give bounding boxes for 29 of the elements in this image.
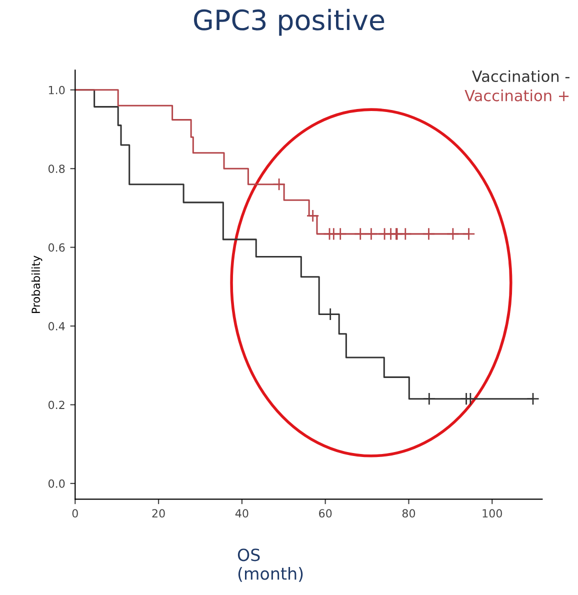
point (354, 227, 367, 240)
y-tick-label: 1.0 (48, 86, 65, 94)
x-tick-label: 80 (402, 509, 416, 518)
x-tick-label: 0 (72, 509, 78, 518)
y-axis-title: Probability (31, 256, 42, 313)
y-tick-label: 0.8 (48, 164, 65, 173)
point (422, 392, 436, 406)
point (306, 209, 320, 222)
point (526, 392, 540, 406)
point (422, 227, 436, 240)
y-tick-label: 0.2 (48, 400, 64, 410)
x-axis-title: OS (month) (238, 548, 303, 582)
text: Vaccination + (464, 90, 569, 102)
chart-title: GPC3 positive (194, 8, 384, 36)
point (398, 227, 412, 240)
x-tick-label: 60 (319, 509, 332, 518)
point (334, 227, 347, 240)
point (464, 392, 477, 406)
point (446, 227, 460, 240)
y-tick-label: 0.6 (48, 243, 65, 252)
point (272, 178, 286, 191)
y-tick-label: 0.4 (48, 322, 65, 330)
x-tick-label: 40 (235, 509, 248, 518)
point (364, 227, 378, 240)
text: Vaccination - (472, 70, 570, 82)
y-tick-label: 0.0 (48, 479, 65, 488)
x-tick-label: 20 (152, 509, 165, 518)
x-tick-label: 100 (482, 509, 502, 518)
point (462, 227, 476, 240)
